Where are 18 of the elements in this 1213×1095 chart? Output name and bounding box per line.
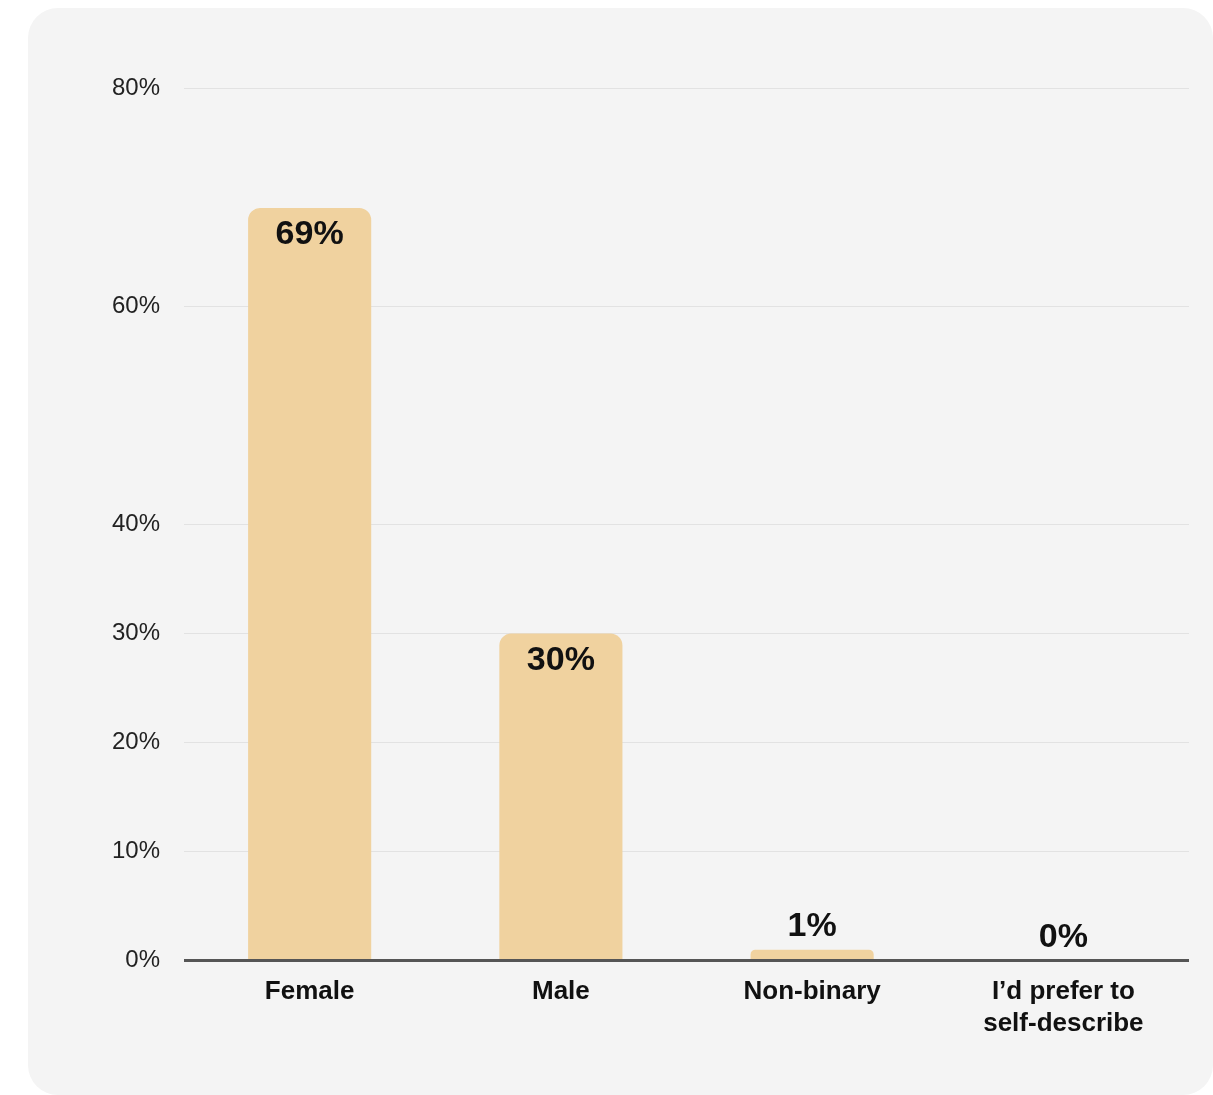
x-tick-label: Non-binary <box>743 975 882 1006</box>
y-tick-label: 0% <box>125 945 161 973</box>
bar <box>499 633 623 960</box>
data-label: 0% <box>1038 915 1088 954</box>
y-tick-label: 80% <box>111 72 161 100</box>
bar <box>750 949 874 960</box>
y-tick-label: 10% <box>111 836 161 864</box>
data-label: 30% <box>526 638 595 677</box>
y-tick-label: 60% <box>111 290 161 318</box>
y-tick-label: 30% <box>111 618 161 645</box>
bar <box>248 207 372 960</box>
x-tick-label: I’d prefer to self-describe <box>983 975 1144 1037</box>
data-label: 1% <box>787 905 837 944</box>
x-tick-label: Male <box>531 975 590 1006</box>
x-tick-label: Female <box>264 975 355 1006</box>
data-label: 69% <box>275 213 344 252</box>
y-tick-label: 20% <box>111 727 161 755</box>
y-tick-label: 40% <box>111 508 161 536</box>
